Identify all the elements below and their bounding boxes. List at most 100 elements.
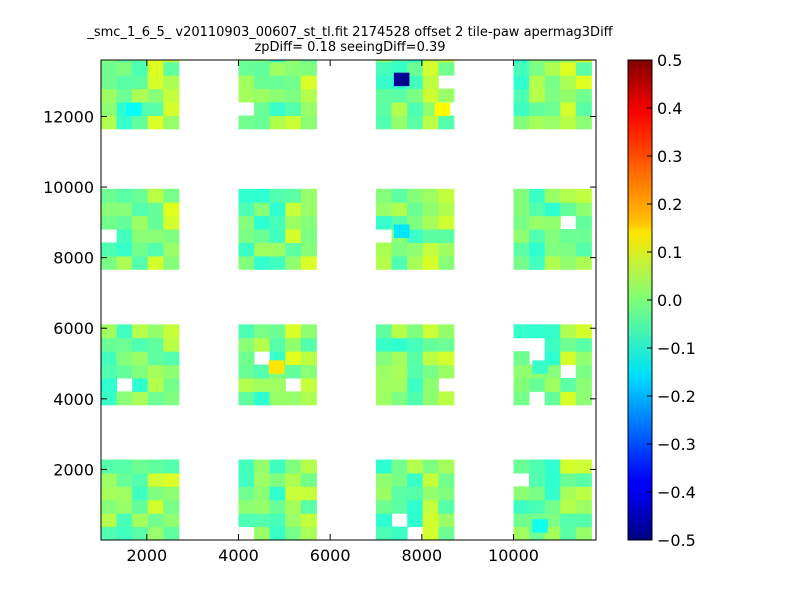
heatmap-cell [544,486,561,501]
heatmap-cell [116,337,133,352]
heatmap-cell [376,351,393,366]
heatmap-cell [438,351,455,366]
heatmap-cell [116,472,133,487]
heatmap-cell [560,351,577,366]
heatmap-cell [147,324,164,339]
heatmap-cell [391,351,408,366]
heatmap-cell [438,499,455,514]
heatmap-cell [575,188,592,203]
heatmap-cell [269,115,286,130]
heatmap-cell [300,351,317,366]
heatmap-cell [116,459,133,474]
heatmap-cell [254,202,271,217]
heatmap-cell [116,202,133,217]
heatmap-cell [132,188,149,203]
y-tick-label: 10000 [43,178,94,197]
heatmap-outlier-cell [393,72,410,87]
heatmap-cell [163,229,180,243]
x-tick-label: 6000 [310,546,351,565]
heatmap-cell [529,102,546,116]
heatmap-cell [391,391,408,406]
heatmap-cell [132,229,149,243]
heatmap-cell [254,513,271,528]
heatmap-cell [513,215,530,230]
heatmap-cell [254,255,271,270]
heatmap-cell [438,526,455,541]
heatmap-cell [407,115,424,130]
heatmap-cell [147,499,164,514]
heatmap-cell [407,337,424,352]
y-tick-label: 2000 [53,460,94,479]
heatmap-cell [544,229,561,243]
heatmap-cell [163,88,180,103]
heatmap-cell [285,242,302,257]
heatmap-cell [163,60,180,63]
heatmap-cell [101,459,118,474]
heatmap-cell [391,324,408,339]
heatmap-cell [560,513,577,528]
heatmap-cell [422,526,439,541]
colorbar-tick-label: 0.0 [657,291,682,310]
heatmap-cell [147,472,164,487]
heatmap-cell [529,486,546,501]
heatmap-cell [300,459,317,474]
heatmap-cell [132,75,149,90]
heatmap-cell [376,215,393,230]
heatmap-cell [575,499,592,514]
heatmap-cell [544,337,561,352]
heatmap-cell [438,188,455,203]
heatmap-cell [285,324,302,339]
heatmap-cell [163,513,180,528]
colorbar-tick-label: 0.5 [657,51,682,70]
heatmap-cell [132,364,149,379]
heatmap-cell [376,526,393,541]
heatmap-cell [529,255,546,270]
heatmap-cell [300,472,317,487]
heatmap-cell [407,60,424,63]
heatmap-cell [529,60,546,63]
heatmap-cell [376,102,393,116]
heatmap-cell [132,324,149,339]
heatmap-cell [407,378,424,392]
heatmap-cell [163,391,180,406]
heatmap-cell [513,513,530,528]
heatmap-cell [163,459,180,474]
heatmap-cell [560,60,577,63]
heatmap-cell [116,61,133,76]
heatmap-cell [238,242,255,257]
heatmap-cell [391,61,408,76]
heatmap-cell [529,88,546,103]
heatmap-cell [285,526,302,541]
heatmap-cell [285,188,302,203]
heatmap-cell [269,486,286,501]
heatmap-cell [238,202,255,217]
x-axis: 2000 4000 6000 8000 10000 [126,60,539,565]
heatmap-cell [544,526,561,541]
heatmap-cell [269,337,286,352]
heatmap-cell [254,337,271,352]
heatmap-cell [147,378,164,392]
heatmap-cell [560,61,577,76]
heatmap-cell [101,526,118,541]
heatmap-cell [407,61,424,76]
heatmap-cell [422,255,439,270]
heatmap-cell [254,115,271,130]
heatmap-cell [116,486,133,501]
heatmap-cell [101,88,118,103]
heatmap-cell [254,499,271,514]
heatmap-cell [438,513,455,528]
heatmap-cell [300,526,317,541]
heatmap-cell [238,459,255,474]
heatmap-cell [163,242,180,257]
heatmap-cell [300,499,317,514]
heatmap-cell [575,102,592,116]
heatmap-cell [285,88,302,103]
heatmap-cell [529,115,546,130]
heatmap-cell [407,472,424,487]
heatmap-cell [101,378,118,392]
heatmap-cell [391,202,408,217]
heatmap-cell [238,486,255,501]
heatmap-cell [101,324,118,339]
heatmap-cell [116,255,133,270]
heatmap-cell [544,102,561,116]
